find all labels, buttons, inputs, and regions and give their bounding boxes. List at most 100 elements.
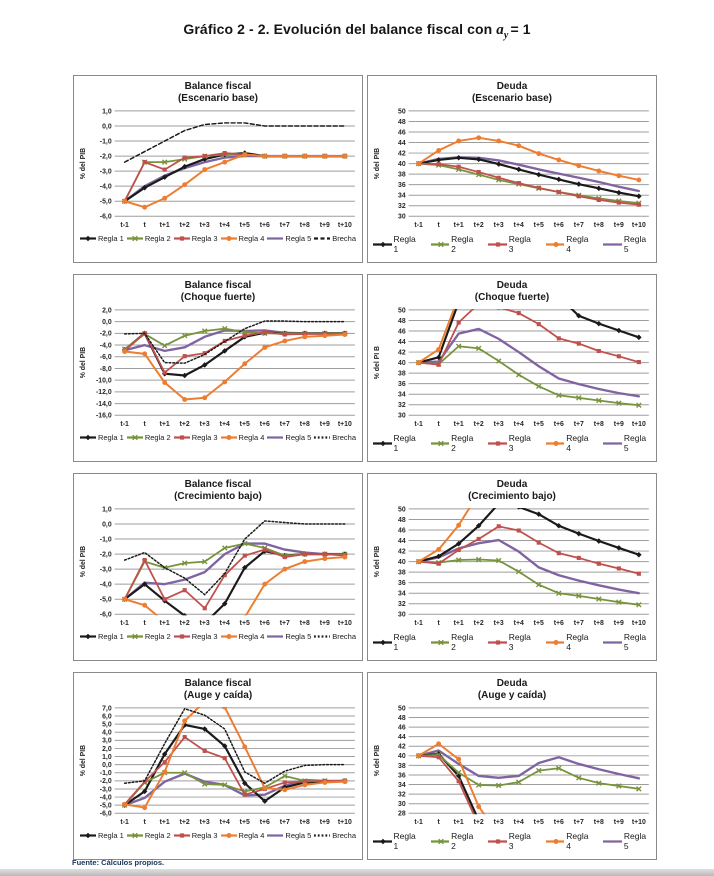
svg-text:t-1: t-1 <box>120 222 129 229</box>
page-title-text: Gráfico 2 - 2. Evolución del balance fis… <box>183 21 493 37</box>
svg-text:t+9: t+9 <box>613 222 623 229</box>
legend-line-sample <box>79 633 96 640</box>
svg-text:t+10: t+10 <box>631 222 645 229</box>
legend-label: Regla 5 <box>285 831 312 840</box>
svg-text:44: 44 <box>398 339 406 346</box>
chart-box-balance-auge-y-caida: Balance fiscal (Auge y caída) 7,0 6,0 5,0 4… <box>73 672 363 860</box>
chart-title-line2: (Auge y caída) <box>477 690 547 701</box>
svg-text:-5,0: -5,0 <box>99 803 111 810</box>
legend-label: Regla 5 <box>285 234 312 243</box>
legend-item-regla-3: Regla 3 <box>173 831 218 840</box>
svg-text:-4,0: -4,0 <box>99 184 111 191</box>
legend-line-sample <box>430 639 450 645</box>
legend-label: Regla 1 <box>97 831 124 840</box>
legend-line-sample <box>430 241 450 247</box>
legend-item-regla-4: Regla 4 <box>545 234 594 254</box>
chart-title: Deuda (Crecimiento bajo) <box>468 479 556 503</box>
chart-plot: 50 48 46 44 42 40 38 36 34 32 30 28 t-1 t t+1 t+2 t+3 t+4… <box>374 705 649 826</box>
svg-text:t+8: t+8 <box>299 620 309 627</box>
legend-item-regla-5: Regla 5 <box>267 433 311 442</box>
svg-text:t+6: t+6 <box>553 421 563 428</box>
legend-line-sample <box>373 440 392 446</box>
svg-text:28: 28 <box>398 811 406 818</box>
svg-text:46: 46 <box>398 724 406 731</box>
svg-text:t+5: t+5 <box>533 421 543 428</box>
svg-text:50: 50 <box>398 705 406 712</box>
chart-box-deuda-choque-fuerte: Deuda (Choque fuerte) 50 48 46 44 42 40 38 36 34… <box>367 274 657 462</box>
svg-text:50: 50 <box>398 307 406 314</box>
legend-label: Regla 1 <box>393 433 416 453</box>
svg-text:t+3: t+3 <box>199 620 209 627</box>
legend-item-regla-1: Regla 1 <box>79 831 124 840</box>
svg-text:t+2: t+2 <box>473 819 483 826</box>
chart-plot: 50 48 46 44 42 40 38 36 34 32 30 t-1 t t+1 t+2 t+3 t+4 t+… <box>374 307 649 428</box>
chart-title: Deuda (Choque fuerte) <box>475 280 549 304</box>
svg-text:t: t <box>437 620 440 627</box>
chart-title-line1: Deuda <box>496 280 528 291</box>
svg-text:t+7: t+7 <box>573 620 583 627</box>
svg-text:-6,0: -6,0 <box>99 612 111 619</box>
svg-text:t+9: t+9 <box>319 620 329 627</box>
svg-text:44: 44 <box>398 538 406 545</box>
svg-text:42: 42 <box>398 548 406 555</box>
svg-text:t+4: t+4 <box>513 620 523 627</box>
svg-text:t+6: t+6 <box>259 222 269 229</box>
chart-plot: 50 48 46 44 42 40 38 36 34 32 30 t-1 t t+1 t+2 t+3 t+4 t+… <box>374 108 649 229</box>
legend-label: Regla 4 <box>238 831 265 840</box>
svg-text:t+1: t+1 <box>453 222 463 229</box>
svg-text:34: 34 <box>398 782 406 789</box>
legend-label: Regla 3 <box>508 632 531 652</box>
svg-text:-16,0: -16,0 <box>95 413 111 420</box>
svg-text:% del PIB: % del PIB <box>374 546 381 577</box>
legend-item-regla-1: Regla 1 <box>373 831 421 851</box>
svg-text:48: 48 <box>398 318 406 325</box>
legend-label: Regla 1 <box>393 632 416 652</box>
svg-text:t+2: t+2 <box>473 620 483 627</box>
legend-line-sample <box>267 635 284 638</box>
svg-text:t+4: t+4 <box>219 620 229 627</box>
legend-label: Regla 5 <box>623 433 647 453</box>
svg-text:t+7: t+7 <box>573 222 583 229</box>
svg-text:40: 40 <box>398 161 406 168</box>
legend-item-regla-3: Regla 3 <box>488 831 536 851</box>
chart-legend: Regla 1 Regla 2 Regla 3 Regla 4 Regla 5 <box>368 831 656 851</box>
chart-title-line2: (Crecimiento bajo) <box>468 491 556 502</box>
svg-text:44: 44 <box>398 734 406 741</box>
svg-text:t+10: t+10 <box>337 819 351 826</box>
svg-text:48: 48 <box>398 119 406 126</box>
math-subscript: y <box>503 29 509 41</box>
svg-text:t+5: t+5 <box>239 421 249 428</box>
svg-text:t-1: t-1 <box>120 421 129 428</box>
svg-text:t+10: t+10 <box>631 819 645 826</box>
legend-label: Regla 3 <box>191 234 218 243</box>
legend-label: Brecha <box>332 433 357 442</box>
legend-item-regla-5: Regla 5 <box>603 433 651 453</box>
svg-text:-1,0: -1,0 <box>99 138 111 145</box>
legend-line-sample <box>488 639 507 645</box>
legend-item-regla-1: Regla 1 <box>79 632 124 641</box>
chart-plot: 1,0 0,0 -1,0 -2,0 -3,0 -4,0 -5,0 -6,0 t-1 t t+1 t+2… <box>80 108 355 229</box>
svg-text:t+8: t+8 <box>593 819 603 826</box>
svg-text:t+6: t+6 <box>259 620 269 627</box>
svg-text:-2,0: -2,0 <box>99 153 111 160</box>
svg-text:t+9: t+9 <box>613 620 623 627</box>
chart-plot: 7,06,05,0 4,03,02,01,00,0-1,0-2,0-3,0-4,0… <box>80 705 355 826</box>
svg-text:t-1: t-1 <box>414 421 423 428</box>
legend-line-sample <box>545 440 565 446</box>
svg-text:t+2: t+2 <box>179 222 189 229</box>
svg-text:t+5: t+5 <box>239 620 249 627</box>
chart-box-deuda-escenario-base: Deuda (Escenario base) 50 48 46 44 42 40 38 36 3… <box>367 75 657 263</box>
legend-item-brecha: Brecha <box>314 632 356 641</box>
legend-label: Regla 2 <box>451 632 474 652</box>
legend-line-sample <box>220 634 237 639</box>
svg-text:-3,0: -3,0 <box>99 786 111 793</box>
chart-legend: Regla 1 Regla 2 Regla 3 Regla 4 Regla 5 Brech… <box>74 831 362 840</box>
svg-text:% del PIB: % del PIB <box>374 148 381 179</box>
legend-line-sample <box>430 838 450 844</box>
legend-item-regla-2: Regla 2 <box>126 433 171 442</box>
chart-plot: 2,0 0,0 -2,0 -4,0 -6,0 -8,0 -10,0 -12,0 -14,0 -16… <box>80 307 355 428</box>
svg-text:t+3: t+3 <box>493 819 503 826</box>
svg-text:-10,0: -10,0 <box>95 378 111 385</box>
svg-text:t+6: t+6 <box>553 819 563 826</box>
legend-line-sample <box>314 834 331 837</box>
